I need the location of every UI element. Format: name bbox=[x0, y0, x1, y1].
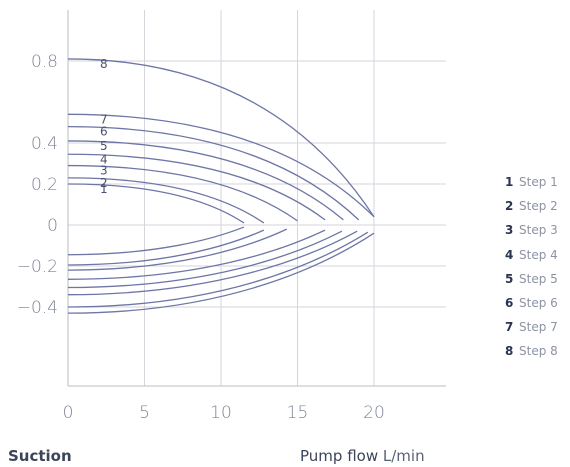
legend-item-5: 5 Step 5 bbox=[505, 267, 570, 291]
curve-lower-step-6 bbox=[67, 230, 358, 296]
legend-number: 2 bbox=[505, 199, 514, 214]
y-tick-label: 0.4 bbox=[31, 134, 58, 154]
curve-lower-step-4 bbox=[67, 229, 326, 280]
curve-label-4: 4 bbox=[100, 152, 108, 166]
legend-label: Step 6 bbox=[519, 296, 558, 311]
legend-label: Step 5 bbox=[519, 271, 558, 286]
curve-upper-step-1 bbox=[67, 183, 245, 224]
x-tick-label: 15 bbox=[287, 403, 309, 423]
y-tick-label: −0.4 bbox=[17, 298, 58, 318]
pump-flow-text: Pump flow bbox=[300, 447, 379, 465]
legend-label: Step 8 bbox=[519, 344, 558, 359]
y-tick-label: 0 bbox=[47, 216, 58, 236]
legend-item-7: 7 Step 7 bbox=[505, 315, 570, 339]
x-tick-label: 10 bbox=[210, 403, 232, 423]
x-tick-label: 5 bbox=[139, 403, 150, 423]
curve-lower-step-7 bbox=[67, 231, 369, 308]
curve-upper-step-8 bbox=[67, 58, 375, 218]
legend-number: 6 bbox=[505, 296, 514, 311]
curve-label-5: 5 bbox=[100, 139, 108, 153]
curve-lower-step-1 bbox=[67, 226, 245, 256]
pump-flow-label: Pump flow L/min bbox=[300, 447, 425, 465]
legend-label: Step 2 bbox=[519, 199, 558, 214]
curve-lower-step-2 bbox=[67, 229, 265, 266]
curve-label-6: 6 bbox=[100, 125, 108, 139]
curve-label-2: 2 bbox=[100, 176, 108, 190]
curve-label-1: 1 bbox=[100, 182, 108, 196]
legend-item-2: 2 Step 2 bbox=[505, 194, 570, 218]
legend-item-1: 1 Step 1 bbox=[505, 170, 570, 194]
legend-item-8: 8 Step 8 bbox=[505, 339, 570, 363]
legend-number: 1 bbox=[505, 175, 514, 190]
curve-upper-step-6 bbox=[67, 125, 360, 221]
curve-label-3: 3 bbox=[100, 164, 108, 178]
curve-label-7: 7 bbox=[100, 112, 108, 126]
curve-upper-step-3 bbox=[67, 164, 298, 222]
legend-number: 8 bbox=[505, 344, 514, 359]
curve-lower-step-3 bbox=[67, 228, 288, 271]
legend-item-4: 4 Step 4 bbox=[505, 243, 570, 267]
x-tick-label: 20 bbox=[363, 403, 385, 423]
y-tick-label: 0.8 bbox=[31, 52, 58, 72]
y-tick-label: 0.2 bbox=[31, 175, 58, 195]
curve-upper-step-5 bbox=[67, 140, 344, 221]
curve-upper-step-7 bbox=[67, 113, 375, 218]
legend-number: 4 bbox=[505, 247, 514, 262]
curve-label-8: 8 bbox=[100, 57, 108, 71]
curve-lower-step-8 bbox=[67, 232, 375, 314]
legend: 1 Step 1 2 Step 2 3 Step 3 4 Step 4 5 Step 5 6 Step… bbox=[505, 170, 570, 364]
curve-upper-step-2 bbox=[67, 177, 265, 224]
legend-item-3: 3 Step 3 bbox=[505, 218, 570, 242]
legend-item-6: 6 Step 6 bbox=[505, 291, 570, 315]
curve-lower-step-5 bbox=[67, 230, 343, 289]
legend-label: Step 3 bbox=[519, 223, 558, 238]
legend-label: Step 7 bbox=[519, 320, 558, 335]
legend-number: 3 bbox=[505, 223, 514, 238]
curve-upper-step-4 bbox=[67, 153, 326, 221]
legend-label: Step 1 bbox=[519, 175, 558, 190]
legend-number: 7 bbox=[505, 320, 514, 335]
suction-label: Suction bbox=[8, 447, 72, 465]
pump-flow-unit: L/min bbox=[382, 447, 425, 465]
legend-label: Step 4 bbox=[519, 247, 558, 262]
y-tick-label: −0.2 bbox=[17, 257, 58, 277]
x-tick-label: 0 bbox=[63, 403, 74, 423]
legend-number: 5 bbox=[505, 271, 514, 286]
